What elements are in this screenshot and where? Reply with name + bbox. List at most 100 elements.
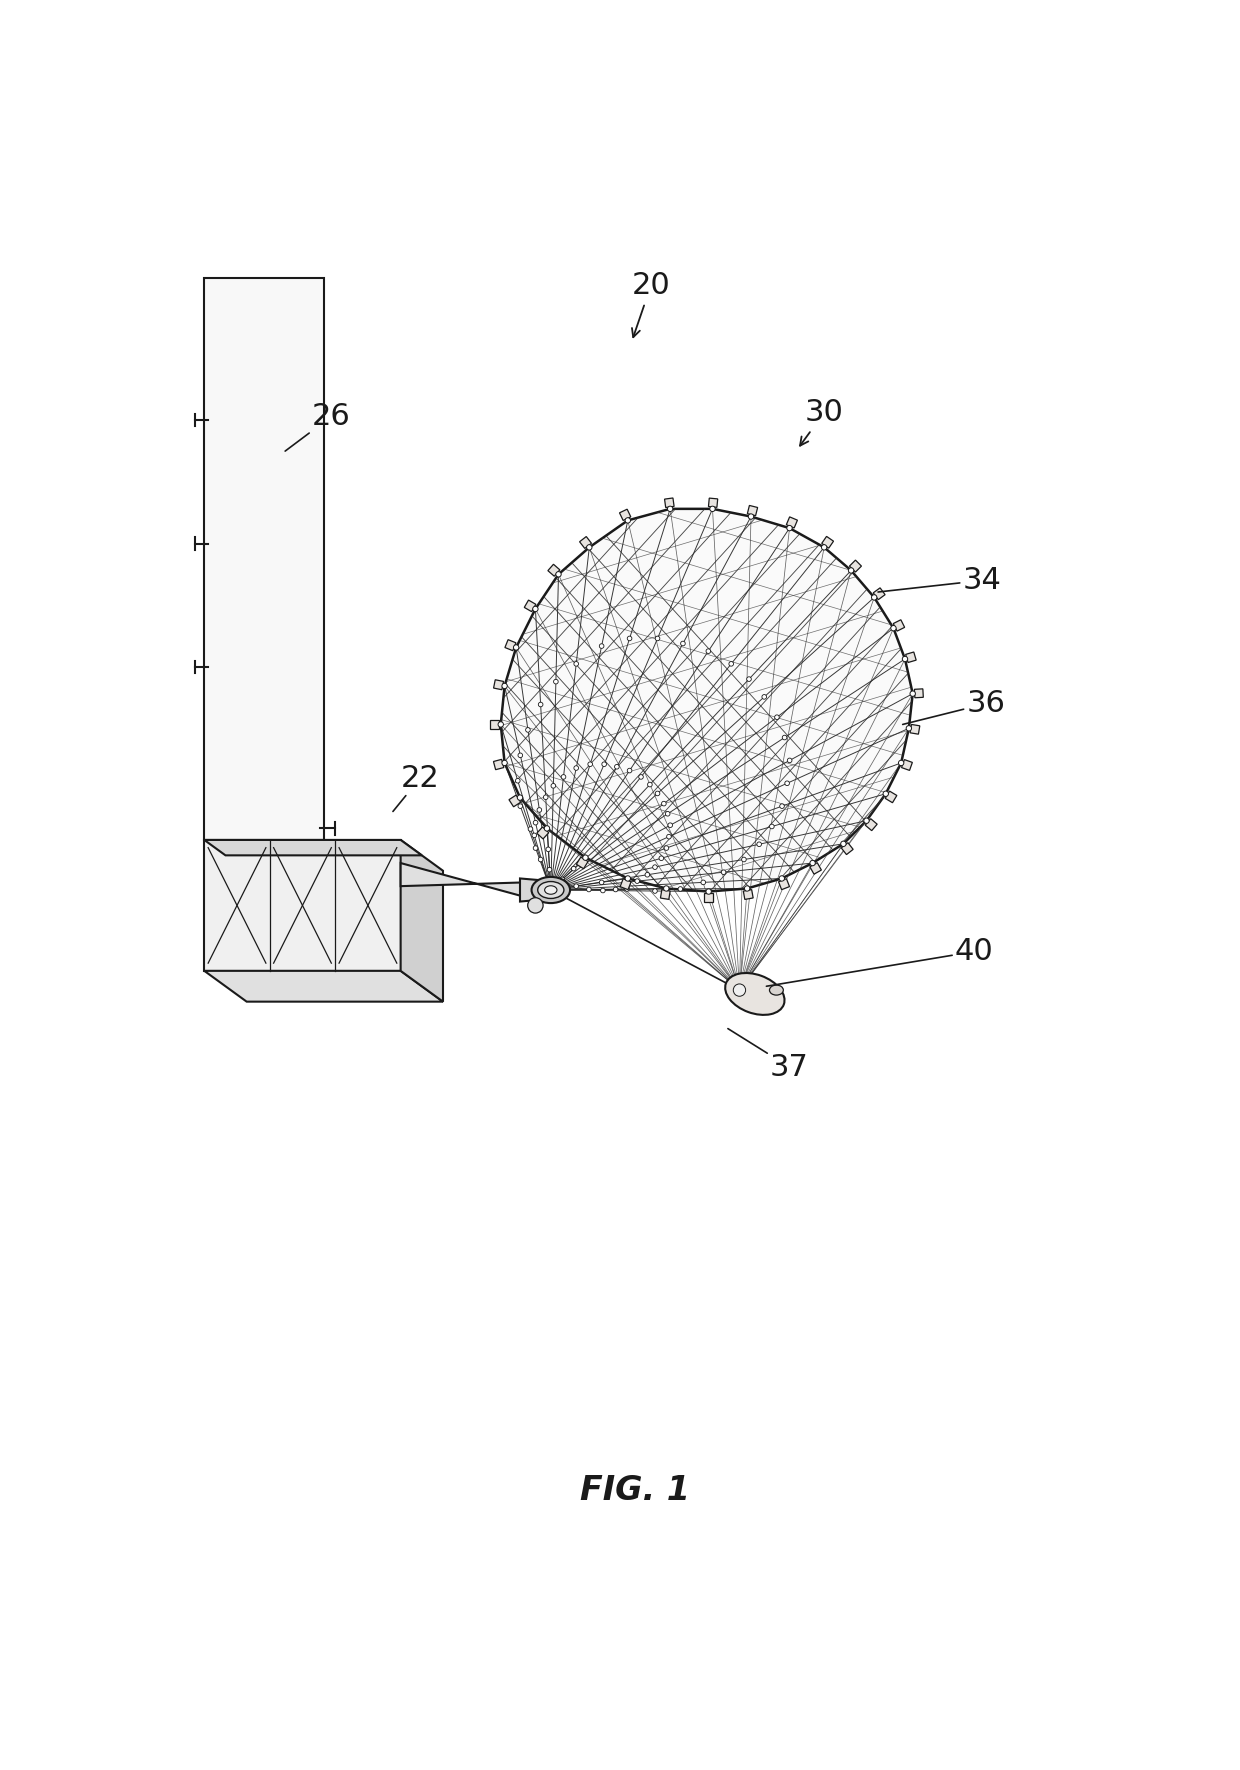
Circle shape bbox=[498, 722, 503, 727]
Circle shape bbox=[742, 857, 746, 862]
FancyBboxPatch shape bbox=[748, 506, 758, 515]
Text: 20: 20 bbox=[631, 271, 671, 338]
Circle shape bbox=[701, 880, 706, 885]
Circle shape bbox=[709, 506, 715, 512]
Circle shape bbox=[562, 775, 565, 779]
Ellipse shape bbox=[538, 881, 564, 899]
Circle shape bbox=[706, 650, 711, 653]
Circle shape bbox=[502, 683, 507, 689]
Circle shape bbox=[526, 727, 531, 733]
Circle shape bbox=[502, 761, 507, 766]
Circle shape bbox=[625, 876, 630, 881]
Circle shape bbox=[627, 768, 632, 773]
Polygon shape bbox=[501, 508, 913, 892]
Circle shape bbox=[899, 761, 904, 766]
FancyBboxPatch shape bbox=[885, 791, 897, 804]
Circle shape bbox=[572, 866, 575, 871]
Circle shape bbox=[516, 779, 520, 782]
FancyBboxPatch shape bbox=[901, 759, 913, 770]
FancyBboxPatch shape bbox=[708, 497, 718, 508]
FancyBboxPatch shape bbox=[548, 565, 559, 577]
Circle shape bbox=[513, 644, 518, 650]
FancyBboxPatch shape bbox=[505, 639, 516, 651]
Circle shape bbox=[883, 791, 888, 797]
Circle shape bbox=[761, 694, 766, 699]
Circle shape bbox=[666, 811, 670, 816]
Circle shape bbox=[587, 545, 591, 550]
FancyBboxPatch shape bbox=[494, 759, 503, 770]
FancyBboxPatch shape bbox=[866, 820, 877, 830]
Circle shape bbox=[655, 791, 660, 797]
Circle shape bbox=[729, 662, 734, 666]
FancyBboxPatch shape bbox=[665, 497, 675, 508]
Circle shape bbox=[553, 680, 558, 683]
Circle shape bbox=[782, 735, 787, 740]
Circle shape bbox=[663, 885, 670, 890]
Circle shape bbox=[848, 568, 854, 573]
Text: 26: 26 bbox=[285, 402, 351, 451]
Circle shape bbox=[785, 781, 790, 786]
Circle shape bbox=[639, 775, 644, 779]
Circle shape bbox=[756, 843, 761, 846]
FancyBboxPatch shape bbox=[525, 600, 536, 612]
Circle shape bbox=[667, 834, 671, 839]
FancyBboxPatch shape bbox=[914, 689, 924, 697]
FancyBboxPatch shape bbox=[620, 510, 631, 520]
Circle shape bbox=[775, 715, 779, 720]
FancyBboxPatch shape bbox=[905, 651, 916, 662]
Circle shape bbox=[903, 657, 908, 662]
Circle shape bbox=[538, 857, 543, 862]
FancyBboxPatch shape bbox=[494, 680, 503, 690]
Circle shape bbox=[872, 595, 877, 600]
FancyBboxPatch shape bbox=[661, 890, 670, 899]
Text: 37: 37 bbox=[728, 1028, 808, 1081]
Circle shape bbox=[518, 804, 522, 809]
Circle shape bbox=[652, 866, 657, 869]
Circle shape bbox=[645, 873, 650, 878]
FancyBboxPatch shape bbox=[910, 724, 920, 735]
Circle shape bbox=[678, 887, 683, 892]
Polygon shape bbox=[205, 841, 422, 855]
Polygon shape bbox=[520, 878, 547, 901]
Circle shape bbox=[625, 887, 630, 892]
FancyBboxPatch shape bbox=[810, 862, 821, 874]
Circle shape bbox=[587, 887, 591, 892]
Circle shape bbox=[706, 889, 712, 894]
Circle shape bbox=[647, 782, 652, 788]
Circle shape bbox=[744, 885, 750, 890]
Circle shape bbox=[662, 802, 666, 805]
Circle shape bbox=[532, 834, 537, 837]
FancyBboxPatch shape bbox=[537, 827, 549, 839]
FancyBboxPatch shape bbox=[849, 559, 862, 572]
Circle shape bbox=[574, 883, 579, 889]
Circle shape bbox=[517, 795, 523, 800]
Circle shape bbox=[787, 526, 792, 531]
FancyBboxPatch shape bbox=[579, 536, 591, 549]
Circle shape bbox=[537, 807, 542, 812]
Circle shape bbox=[668, 823, 672, 828]
Circle shape bbox=[681, 641, 686, 646]
Circle shape bbox=[658, 857, 663, 860]
Circle shape bbox=[665, 846, 668, 850]
Circle shape bbox=[538, 703, 543, 706]
Circle shape bbox=[821, 545, 827, 550]
Polygon shape bbox=[205, 278, 324, 841]
Circle shape bbox=[615, 765, 619, 770]
FancyBboxPatch shape bbox=[620, 878, 631, 890]
Text: FIG. 1: FIG. 1 bbox=[580, 1474, 691, 1506]
Circle shape bbox=[543, 795, 548, 800]
Circle shape bbox=[547, 867, 552, 873]
Ellipse shape bbox=[544, 885, 557, 894]
Circle shape bbox=[667, 506, 673, 512]
Circle shape bbox=[779, 876, 785, 881]
Circle shape bbox=[722, 869, 725, 874]
Circle shape bbox=[635, 878, 640, 883]
Circle shape bbox=[583, 855, 588, 860]
FancyBboxPatch shape bbox=[577, 857, 588, 869]
FancyBboxPatch shape bbox=[490, 720, 498, 729]
Circle shape bbox=[599, 644, 604, 648]
Circle shape bbox=[625, 517, 630, 524]
Circle shape bbox=[625, 883, 630, 889]
Text: 40: 40 bbox=[766, 936, 993, 986]
Circle shape bbox=[787, 758, 792, 763]
